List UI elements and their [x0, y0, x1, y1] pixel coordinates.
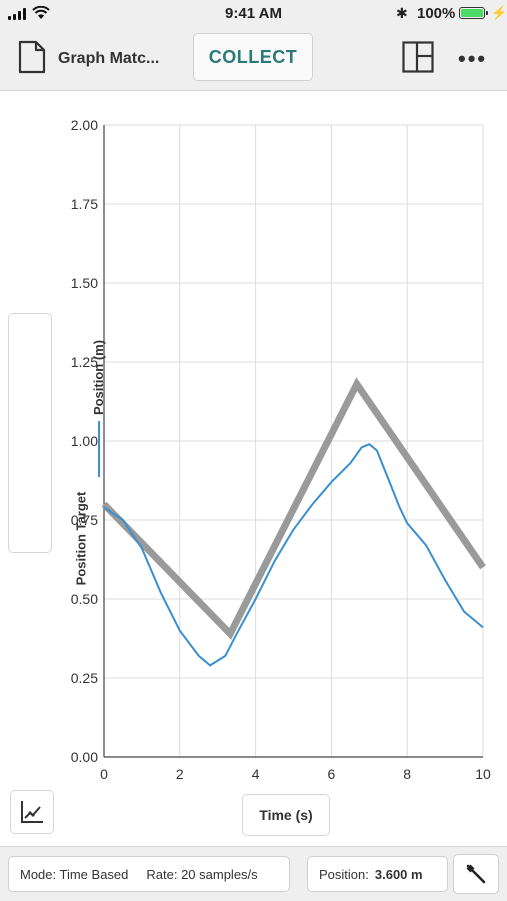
more-options-icon[interactable]: ••• [458, 46, 488, 71]
battery-percent: 100% [417, 5, 456, 22]
battery-icon [459, 7, 488, 19]
y-tick-label: 0.50 [71, 591, 98, 607]
footer-bar: Mode: Time Based Rate: 20 samples/s Posi… [0, 846, 507, 901]
legend-item-position[interactable]: Position (m) [30, 340, 167, 478]
y-tick-label: 1.25 [71, 354, 98, 370]
document-title[interactable]: Graph Matc... [58, 50, 160, 67]
position-label: Position: [319, 866, 369, 882]
document-icon[interactable] [18, 40, 46, 74]
x-axis-ticks: 0 2 4 6 8 10 [100, 766, 491, 782]
graph-grid [103, 124, 484, 758]
rate-text: Rate: 20 samples/s [146, 866, 258, 882]
graph-options-button[interactable] [10, 790, 54, 834]
mode-text: Mode: Time Based [20, 866, 129, 882]
y-axis-ticks: 0.00 0.25 0.50 0.75 1.00 1.25 1.50 1.75 2.00 [71, 117, 98, 765]
graph-legend[interactable]: Position (m) Position Target [8, 313, 106, 585]
charging-icon: ⚡ [491, 5, 507, 20]
x-axis-label-button[interactable]: Time (s) [242, 794, 330, 836]
position-graph[interactable]: 0.00 0.25 0.50 0.75 1.00 1.25 1.50 1.75 2.00 0 2 4… [0, 100, 507, 790]
x-tick-label: 4 [252, 766, 260, 782]
x-tick-label: 0 [100, 766, 108, 782]
data-collection-settings[interactable]: Mode: Time Based Rate: 20 samples/s [8, 856, 290, 892]
y-tick-label: 1.00 [71, 433, 98, 449]
y-tick-label: 1.75 [71, 196, 98, 212]
sensor-tools-button[interactable] [453, 854, 499, 894]
wrench-icon [466, 864, 486, 884]
series-line-position [103, 443, 484, 667]
x-tick-label: 8 [403, 766, 411, 782]
x-tick-label: 6 [328, 766, 336, 782]
status-time: 9:41 AM [225, 5, 282, 22]
graph-series [101, 377, 486, 667]
legend-item-target[interactable]: Position Target [30, 492, 132, 586]
y-tick-label: 0.25 [71, 670, 98, 686]
series-line-position-target [101, 377, 486, 640]
layout-icon[interactable] [402, 41, 434, 73]
legend-label-target: Position Target [73, 491, 89, 586]
position-value: 3.600 m [374, 866, 423, 882]
x-tick-label: 2 [176, 766, 184, 782]
signal-icon [8, 8, 38, 20]
status-bar: 9:41 AM ✱ 100% ⚡ [0, 0, 507, 28]
legend-label-position: Position (m) [91, 339, 107, 416]
collect-button[interactable]: COLLECT [193, 33, 313, 81]
y-tick-label: 0.00 [71, 749, 98, 765]
y-tick-label: 0.75 [71, 512, 98, 528]
app-toolbar: Graph Matc... COLLECT ••• [0, 28, 507, 91]
wifi-icon [32, 6, 50, 19]
legend-swatch-position [97, 421, 100, 478]
graph-options-icon [21, 801, 43, 823]
y-tick-label: 2.00 [71, 117, 98, 133]
bluetooth-icon: ✱ [396, 5, 408, 21]
y-tick-label: 1.50 [71, 275, 98, 291]
x-tick-label: 10 [475, 766, 491, 782]
sensor-meter[interactable]: Position: 3.600 m [307, 856, 448, 892]
